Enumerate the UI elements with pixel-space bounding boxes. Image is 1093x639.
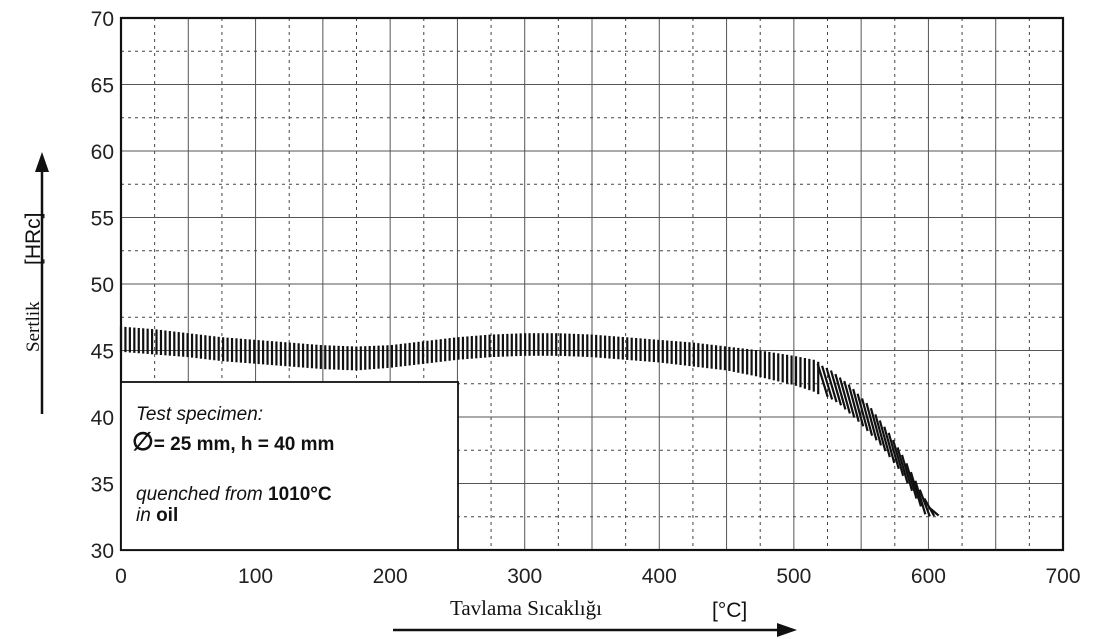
x-tick-label: 200 (373, 565, 408, 588)
y-tick-label: 70 (91, 8, 114, 31)
x-tick-label: 700 (1045, 565, 1080, 588)
y-tick-label: 40 (91, 407, 114, 430)
hatch-mark (825, 367, 838, 403)
hatch-mark (927, 506, 940, 517)
hatch-mark (843, 380, 856, 418)
hatch-mark (861, 398, 874, 436)
y-tick-label: 30 (91, 540, 114, 563)
y-axis-arrow-head (35, 152, 49, 172)
hatch-mark (869, 407, 883, 446)
x-axis-label-group: Tavlama Sıcaklığı [°C] (393, 596, 797, 637)
tick-labels: 0 100 200 300 400 500 600 700 30 35 40 45 50 55 60 65 70 (91, 8, 1081, 588)
hatch-mark (816, 363, 829, 398)
hatch-mark (865, 402, 878, 441)
hatch-mark (834, 373, 847, 410)
x-tick-label: 400 (642, 565, 677, 588)
y-tick-label: 50 (91, 274, 114, 297)
plot-frame (119, 16, 1065, 552)
hatch-mark (829, 370, 843, 406)
y-tick-label: 65 (91, 75, 114, 98)
y-tick-label: 60 (91, 141, 114, 164)
legend-dimensions: = 25 mm, h = 40 mm (154, 434, 335, 455)
hatch-mark (821, 365, 834, 400)
y-tick-label: 45 (91, 341, 114, 364)
x-axis-arrow-head (777, 623, 797, 637)
hatch-mark (896, 447, 909, 484)
x-tick-label: 300 (507, 565, 542, 588)
x-axis-label: Tavlama Sıcaklığı (450, 596, 602, 620)
hatch-mark (847, 384, 860, 422)
hatch-mark (887, 432, 900, 470)
diameter-symbol: ∅ (132, 428, 154, 456)
x-axis-unit: [°C] (712, 599, 747, 622)
y-axis-label: Sertlik (23, 301, 44, 352)
legend-line-3: quenched from 1010°C (136, 484, 332, 505)
hatch-mark (838, 377, 851, 414)
x-tick-label: 0 (115, 565, 127, 588)
hatch-mark (918, 489, 931, 517)
hatch-mark (914, 480, 927, 515)
legend-line-2: ∅= 25 mm, h = 40 mm (132, 428, 334, 456)
hatch-mark (909, 471, 922, 507)
y-axis-unit: [HRc] (22, 213, 45, 266)
legend-medium: oil (156, 505, 178, 526)
x-tick-label: 100 (238, 565, 273, 588)
legend-medium-prefix: in (136, 505, 156, 526)
legend-line-1: Test specimen: (136, 404, 263, 425)
y-tick-label: 55 (91, 208, 114, 231)
hatch-mark (852, 388, 865, 427)
legend-box: Test specimen: ∅= 25 mm, h = 40 mm quenc… (120, 381, 459, 551)
hatch-mark (874, 414, 887, 452)
legend-quench-prefix: quenched from (136, 484, 268, 505)
y-axis-label-group: Sertlik [HRc] (22, 152, 49, 414)
hatch-mark (905, 462, 918, 499)
hatch-mark (900, 454, 914, 492)
legend-frame (120, 381, 459, 551)
hatch-mark (883, 426, 896, 464)
x-tick-label: 600 (911, 565, 946, 588)
x-tick-label: 500 (776, 565, 811, 588)
legend-quench-temp: 1010°C (268, 484, 332, 505)
hatch-mark (892, 439, 905, 477)
legend-line-4: in oil (136, 505, 178, 526)
hatch-mark (878, 420, 891, 458)
y-tick-label: 35 (91, 474, 114, 497)
hardness-band (119, 326, 940, 517)
hatch-mark (856, 393, 869, 432)
